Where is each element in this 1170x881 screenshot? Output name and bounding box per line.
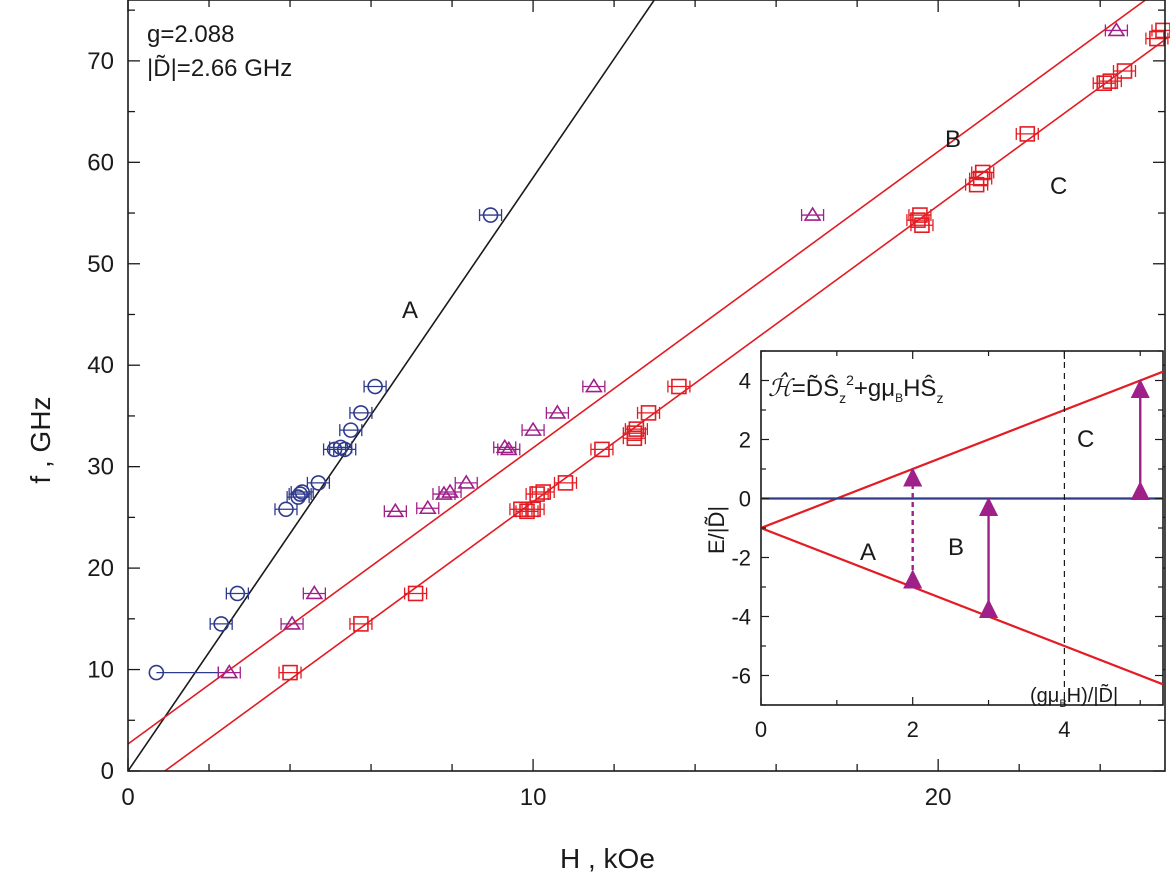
- annotation-d: |D̃|=2.66 GHz: [147, 55, 292, 82]
- inset-x-axis-label: (gμBH)/|D̃|: [1030, 684, 1118, 710]
- data-point-square: [640, 405, 657, 421]
- data-point-triangle: [803, 206, 822, 221]
- inset-y-axis-label: E/|D̃|: [704, 506, 729, 554]
- data-point-triangle: [495, 438, 514, 454]
- data-point-circle: [292, 486, 308, 502]
- energy-level-m=+1: [761, 370, 1163, 530]
- data-point-triangle: [305, 584, 324, 600]
- x-axis-label: H , kOe: [560, 843, 655, 874]
- data-point-square: [968, 176, 985, 193]
- data-point-triangle: [441, 483, 459, 498]
- data-point-square: [1116, 63, 1133, 79]
- y-tick-label: 60: [87, 149, 114, 176]
- inset-transition-label-a: A: [860, 539, 876, 566]
- data-point-triangle: [283, 615, 302, 630]
- y-tick-label: 0: [101, 758, 114, 785]
- data-point-square: [1102, 73, 1119, 89]
- inset-y-tick-label: 2: [739, 428, 751, 453]
- data-point-circle: [213, 616, 229, 632]
- data-point-triangle: [457, 474, 476, 489]
- data-point-square: [282, 664, 298, 681]
- data-point-square: [353, 616, 369, 632]
- y-tick-label: 40: [87, 352, 114, 379]
- inset-y-tick-label: 0: [739, 487, 751, 512]
- data-point-square: [912, 207, 928, 223]
- data-point-circle: [148, 664, 165, 681]
- inset-transition-label-b: B: [948, 534, 964, 561]
- data-point-circle: [229, 585, 246, 602]
- data-point-square: [529, 486, 545, 502]
- data-point-circle: [336, 441, 353, 458]
- data-point-triangle: [499, 440, 518, 456]
- data-point-square: [519, 503, 535, 520]
- data-point-circle: [367, 378, 383, 395]
- data-point-square: [535, 484, 552, 500]
- data-point-square: [1019, 126, 1036, 142]
- main-frame: [127, 0, 1166, 772]
- x-tick-label: 20: [925, 784, 952, 811]
- data-point-circle: [278, 501, 294, 518]
- data-point-square: [1096, 75, 1113, 91]
- inset-x-tick-label: 0: [755, 717, 767, 742]
- data-point-triangle: [1107, 21, 1126, 37]
- data-point-circle: [353, 405, 369, 421]
- inset-y-tick-label: -6: [731, 664, 751, 689]
- inset-frame: [760, 350, 1164, 706]
- line-label-c: C: [1050, 173, 1067, 200]
- annotation-g: g=2.088: [147, 21, 234, 48]
- line-label-a: A: [402, 297, 418, 324]
- x-tick-label: 10: [520, 784, 547, 811]
- data-point-triangle: [584, 378, 603, 393]
- data-point-square: [671, 378, 687, 395]
- data-point-square: [557, 475, 574, 491]
- x-tick-label: 0: [121, 784, 134, 811]
- line-label-b: B: [945, 126, 961, 153]
- data-point-square: [1149, 30, 1165, 47]
- inset-y-tick-label: -2: [731, 546, 751, 571]
- data-point-triangle: [548, 404, 567, 419]
- inset-x-tick-label: 4: [1058, 717, 1070, 742]
- data-point-square: [972, 170, 989, 187]
- data-point-square: [914, 217, 930, 234]
- data-point-square: [974, 164, 991, 181]
- y-axis-label: f , GHz: [25, 396, 56, 483]
- data-point-circle: [482, 207, 499, 223]
- fit-line-a: [128, 0, 656, 771]
- data-point-square: [626, 430, 643, 447]
- data-point-square: [407, 585, 424, 602]
- data-point-square: [594, 441, 610, 458]
- y-tick-label: 30: [87, 454, 114, 481]
- y-tick-label: 10: [87, 657, 114, 684]
- data-point-circle: [310, 475, 327, 491]
- inset-y-tick-label: -4: [731, 605, 751, 630]
- y-tick-label: 50: [87, 251, 114, 278]
- data-point-circle: [342, 422, 359, 438]
- y-tick-label: 70: [87, 48, 114, 75]
- energy-level-m=-1: [761, 526, 1163, 686]
- inset-plot: 4 2 0 -2 -4 -6 0 2 4: [731, 350, 1164, 742]
- inset-hamiltonian: ℋ̂=D̃Ŝz2+gμBHŜz: [768, 372, 943, 406]
- data-point-circle: [294, 484, 310, 500]
- fit-line-b: [128, 0, 1147, 745]
- data-point-square: [628, 421, 645, 437]
- data-point-triangle: [524, 421, 543, 436]
- inset-y-tick-label: 4: [739, 369, 751, 394]
- data-point-square: [525, 501, 541, 518]
- data-point-triangle: [418, 499, 437, 515]
- data-point-triangle: [220, 664, 239, 679]
- data-point-triangle: [435, 485, 453, 500]
- data-point-triangle: [386, 502, 405, 518]
- inset-transition-label-c: C: [1077, 426, 1094, 453]
- y-tick-label: 20: [87, 555, 114, 582]
- inset-x-tick-label: 2: [907, 717, 919, 742]
